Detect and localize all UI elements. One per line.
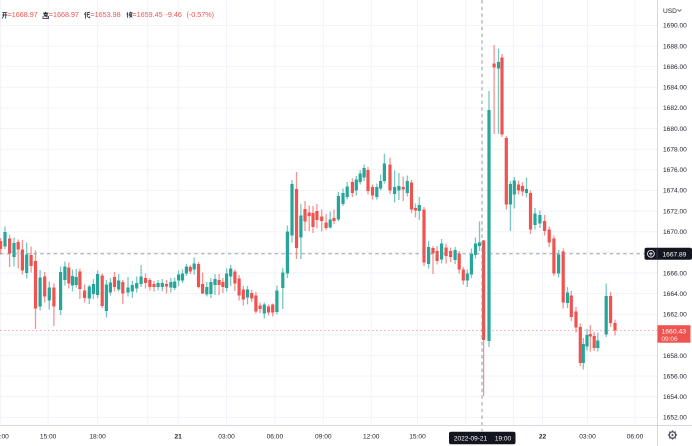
- svg-text:=1659.45: =1659.45: [132, 10, 162, 19]
- svg-text:15:00: 15:00: [409, 433, 426, 440]
- svg-text:1688.00: 1688.00: [663, 43, 687, 50]
- svg-text:USD: USD: [663, 8, 677, 15]
- svg-text:=1668.97: =1668.97: [49, 10, 79, 19]
- svg-text:09:00: 09:00: [315, 433, 332, 440]
- svg-text:06:00: 06:00: [267, 433, 284, 440]
- svg-text:22: 22: [539, 433, 547, 440]
- svg-text:1690.00: 1690.00: [663, 23, 687, 30]
- svg-text:06:00: 06:00: [627, 433, 644, 440]
- svg-text:2022-09-21: 2022-09-21: [454, 436, 488, 443]
- svg-text:1678.00: 1678.00: [663, 147, 687, 154]
- svg-text:1674.00: 1674.00: [663, 188, 687, 195]
- svg-text:1660.43: 1660.43: [662, 328, 687, 335]
- svg-text:15:00: 15:00: [40, 433, 57, 440]
- svg-text:1682.00: 1682.00: [663, 105, 687, 112]
- svg-text:1684.00: 1684.00: [663, 85, 687, 92]
- svg-text:19:00: 19:00: [495, 436, 512, 443]
- svg-text:1658.00: 1658.00: [663, 353, 687, 360]
- svg-text:1662.00: 1662.00: [663, 312, 687, 319]
- svg-text:=1653.98: =1653.98: [90, 10, 120, 19]
- svg-text:=1668.97: =1668.97: [8, 10, 38, 19]
- svg-text:1664.00: 1664.00: [663, 291, 687, 298]
- svg-text:1672.00: 1672.00: [663, 208, 687, 215]
- svg-text:1656.00: 1656.00: [663, 373, 687, 380]
- svg-text:12:00: 12:00: [363, 433, 380, 440]
- svg-text:09:06: 09:06: [662, 336, 678, 343]
- svg-text:1670.00: 1670.00: [663, 229, 687, 236]
- svg-text:1686.00: 1686.00: [663, 64, 687, 71]
- svg-text:1654.00: 1654.00: [663, 394, 687, 401]
- svg-text:1676.00: 1676.00: [663, 167, 687, 174]
- svg-text:03:00: 03:00: [218, 433, 235, 440]
- svg-text:03:00: 03:00: [579, 433, 596, 440]
- svg-text:18:00: 18:00: [89, 433, 106, 440]
- svg-text:-9.46: -9.46: [166, 10, 182, 19]
- svg-text:1667.89: 1667.89: [663, 251, 687, 258]
- svg-text:1652.00: 1652.00: [663, 415, 687, 422]
- svg-text:1666.00: 1666.00: [663, 270, 687, 277]
- svg-text:1680.00: 1680.00: [663, 126, 687, 133]
- svg-text:(-0.57%): (-0.57%): [187, 10, 215, 19]
- svg-text:12:00: 12:00: [0, 433, 9, 440]
- svg-text:21: 21: [175, 433, 183, 440]
